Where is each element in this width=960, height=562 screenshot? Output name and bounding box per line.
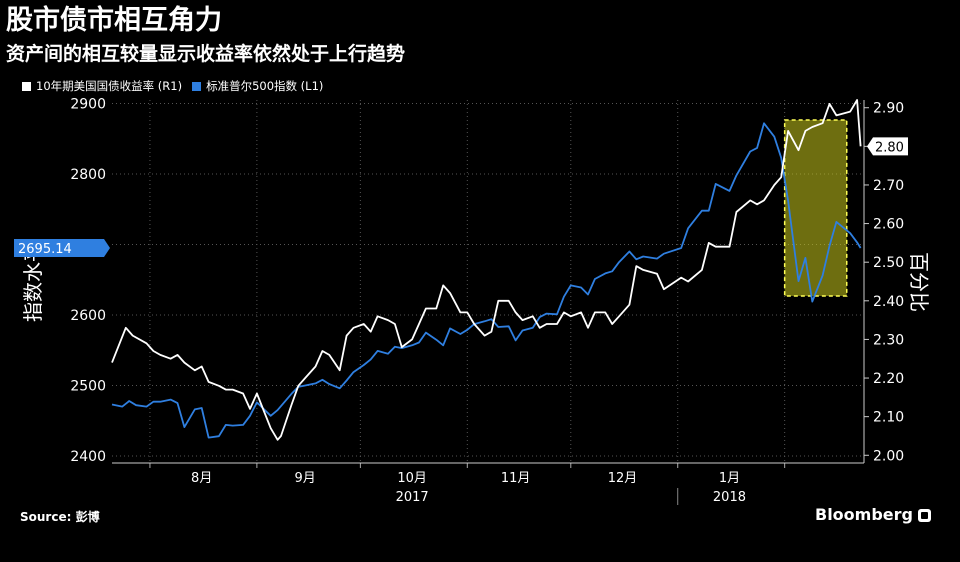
legend-item-yield: 10年期美国国债收益率 (R1) [22,78,182,94]
x-month-label: 1月 [719,471,740,486]
legend-swatch-spx [192,81,202,91]
source-note: Source: 彭博 [20,510,100,524]
left-tick-label: 2900 [70,97,106,113]
right-tick-label: 2.70 [873,178,904,194]
right-tick-label: 2.30 [873,332,904,348]
right-tick-label: 2.40 [873,294,904,310]
x-month-label: 12月 [608,471,638,486]
brand-name: Bloomberg [815,505,913,524]
right-axis-title: 百分比 [907,252,931,312]
x-month-label: 10月 [397,471,427,486]
legend-item-spx: 标准普尔500指数 (L1) [192,78,323,94]
chart-title: 股市债市相互角力 [6,5,222,36]
chart-subtitle: 资产间的相互较量显示收益率依然处于上行趋势 [6,43,406,65]
yield-current-label-bg [867,137,908,156]
right-tick-label: 2.10 [873,410,904,426]
x-month-label: 8月 [191,471,212,486]
legend-label-spx: 标准普尔500指数 (L1) [206,79,324,93]
x-year-label: 2018 [713,490,746,505]
highlight-box [783,119,848,297]
legend-label-yield: 10年期美国国债收益率 (R1) [36,79,183,93]
x-month-label: 9月 [295,471,316,486]
left-tick-label: 2600 [70,308,106,324]
left-tick-label: 2400 [70,449,106,465]
brand-logo: Bloomberg [815,505,931,525]
bloomberg-logo-icon [917,508,931,522]
legend-swatch-yield [22,81,31,91]
x-month-label: 11月 [501,471,531,486]
series-line-yield [111,99,862,441]
left-tick-label: 2800 [70,167,106,183]
spx-current-label: 2695.14 [18,242,72,257]
yield-current-label: 2.80 [875,140,904,155]
legend: 10年期美国国债收益率 (R1) 标准普尔500指数 (L1) [22,78,333,94]
spx-current-label-bg [14,239,110,258]
x-year-label: 2017 [396,490,429,505]
right-tick-label: 2.20 [873,371,904,387]
right-tick-label: 2.90 [873,101,904,117]
right-tick-label: 2.60 [873,217,904,233]
left-tick-label: 2500 [70,378,106,394]
series-line-spx [111,122,862,439]
right-tick-label: 2.00 [873,448,904,464]
right-tick-label: 2.50 [873,255,904,271]
